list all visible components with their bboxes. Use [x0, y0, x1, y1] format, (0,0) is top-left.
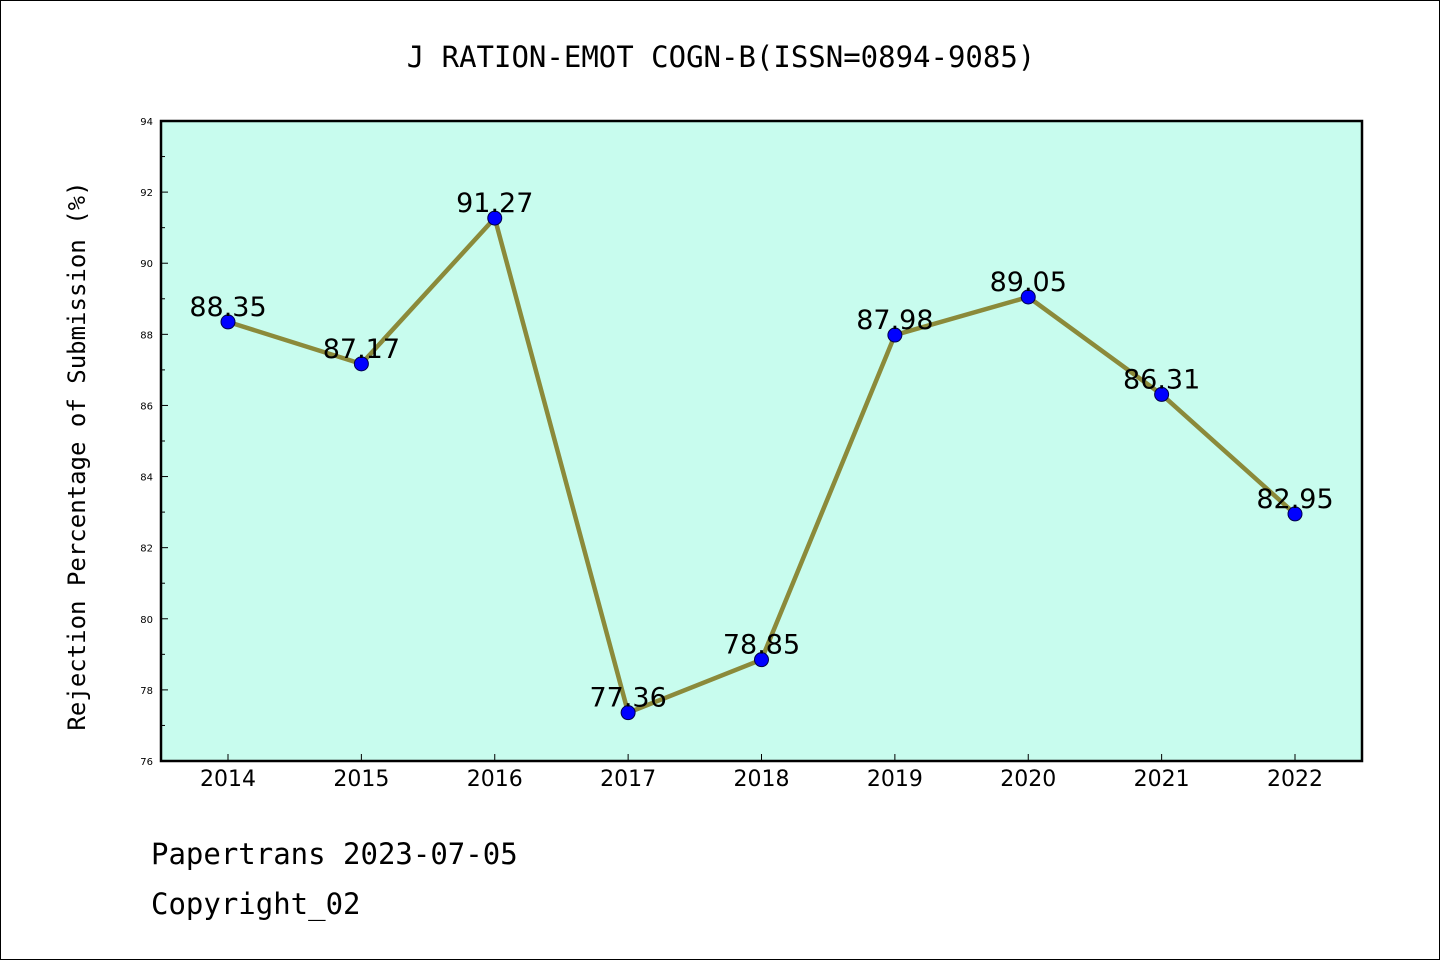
y-tick-label: 78 — [140, 686, 153, 697]
y-tick-label: 80 — [140, 615, 153, 626]
data-point — [1154, 386, 1170, 402]
x-tick-label: 2022 — [1267, 767, 1323, 792]
y-axis: 76 78 80 82 84 86 88 90 92 94 — [140, 117, 168, 768]
data-label: 89.05 — [990, 267, 1067, 298]
x-tick-label: 2018 — [734, 767, 790, 792]
data-label: 82.95 — [1256, 484, 1333, 515]
x-tick-label: 2014 — [200, 767, 256, 792]
y-tick-label: 94 — [140, 117, 153, 128]
data-label: 88.35 — [189, 292, 266, 323]
footer-copyright: Copyright_02 — [151, 887, 361, 921]
data-point — [620, 705, 636, 721]
data-point — [353, 356, 369, 372]
x-tick-label: 2020 — [1000, 767, 1056, 792]
data-point — [1287, 506, 1303, 522]
x-tick-label: 2016 — [467, 767, 523, 792]
data-point — [887, 327, 903, 343]
x-axis: 2014 2015 2016 2017 2018 2019 2020 2021 2022 — [200, 754, 1323, 792]
y-tick-label: 92 — [140, 188, 153, 199]
data-label: 87.17 — [323, 334, 400, 365]
y-tick-label: 84 — [140, 473, 153, 484]
y-tick-label: 76 — [140, 757, 153, 768]
chart-title: J RATION-EMOT COGN-B(ISSN=0894-9085) — [407, 40, 1036, 74]
data-point — [1020, 289, 1036, 305]
x-tick-label: 2021 — [1134, 767, 1190, 792]
x-tick-label: 2019 — [867, 767, 923, 792]
data-point — [220, 314, 236, 330]
y-tick-label: 88 — [140, 330, 153, 341]
y-tick-label: 90 — [140, 259, 153, 270]
data-label: 78.85 — [723, 630, 800, 661]
data-label: 87.98 — [856, 305, 933, 336]
data-label: 77.36 — [589, 683, 666, 714]
data-label: 86.31 — [1123, 364, 1200, 395]
data-markers — [220, 210, 1303, 721]
data-labels: 88.35 87.17 91.27 77.36 78.85 87.98 89.05 86.31… — [189, 188, 1333, 714]
y-tick-label: 86 — [140, 401, 153, 412]
x-tick-label: 2017 — [600, 767, 656, 792]
x-tick-label: 2015 — [333, 767, 389, 792]
data-label: 91.27 — [456, 188, 533, 219]
y-tick-label: 82 — [140, 544, 153, 555]
data-point — [754, 652, 769, 668]
y-axis-label: Rejection Percentage of Submission (%) — [63, 181, 91, 730]
data-point — [487, 210, 503, 226]
footer-date: Papertrans 2023-07-05 — [151, 837, 518, 871]
